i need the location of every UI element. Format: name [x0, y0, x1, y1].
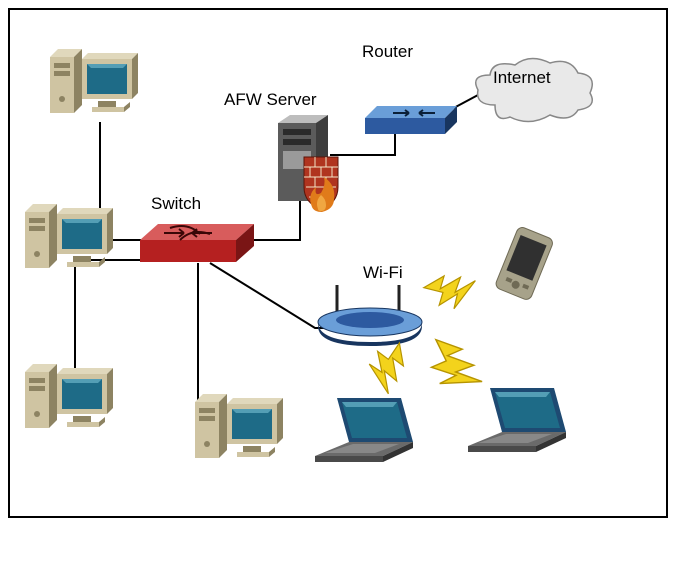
wifi-label: Wi-Fi: [363, 263, 403, 283]
server-icon: [268, 115, 358, 215]
connection-line: [210, 263, 328, 328]
wifi-router-icon: [315, 280, 435, 350]
diagram-canvas: Internet Router AFW S: [0, 0, 680, 581]
bolt-icon: [425, 345, 505, 405]
server-label: AFW Server: [224, 90, 317, 110]
router-label: Router: [362, 42, 413, 62]
cloud-icon: [470, 55, 600, 135]
workstation-icon: [25, 200, 125, 280]
workstation-icon: [50, 45, 150, 125]
cloud-label: Internet: [493, 68, 551, 88]
bolt-icon: [360, 350, 420, 410]
workstation-icon: [25, 360, 125, 440]
workstation-icon: [195, 390, 295, 470]
bolt-icon: [425, 275, 495, 315]
switch-icon: [140, 220, 258, 270]
switch-label: Switch: [151, 194, 201, 214]
pda-icon: [490, 225, 560, 310]
router-icon: [365, 100, 460, 140]
